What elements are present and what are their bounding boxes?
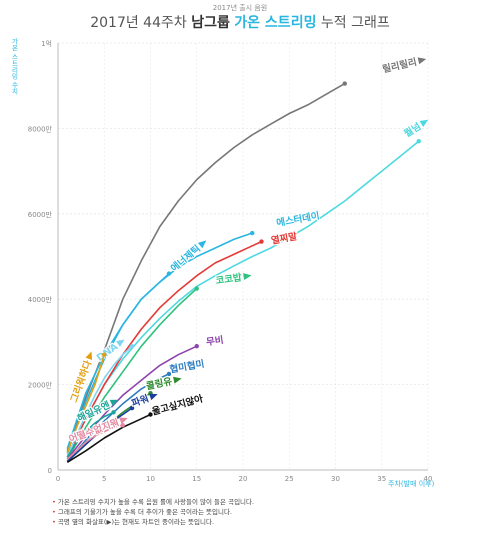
series-line	[66, 373, 170, 463]
x-tick-label: 0	[56, 475, 60, 483]
series-end-point	[102, 352, 107, 357]
chart-arrow-icon	[419, 119, 429, 127]
y-tick-label: 4000만	[28, 295, 53, 304]
series-label: 뭘넘	[402, 120, 423, 139]
chart-arrow-icon	[148, 393, 158, 401]
y-tick-label: 1억	[41, 40, 52, 48]
series-label: 콜링유	[145, 375, 173, 392]
series-end-point	[194, 343, 199, 349]
chart-arrow-icon	[243, 273, 252, 281]
series-label: 울고싶지않아	[151, 393, 205, 418]
chart-arrow-icon	[197, 240, 207, 249]
title-bold: 남그룹	[191, 15, 230, 31]
x-tick-label: 25	[285, 475, 294, 483]
series-line	[66, 82, 346, 452]
series-end-point	[129, 405, 135, 411]
chart-title: 2017년 44주차 남그룹 가온 스트리밍 누적 그래프	[0, 12, 480, 32]
chart-arrow-icon	[109, 399, 119, 407]
series-end-point	[416, 139, 421, 144]
y-tick-label: 0	[48, 467, 52, 475]
series-label: 에스터데이	[275, 210, 320, 229]
chart-arrow-icon	[173, 376, 182, 384]
series-label: DNA	[95, 341, 121, 364]
series-end-point	[166, 271, 172, 276]
series-line	[66, 240, 262, 458]
note-3: • 곡명 옆의 화살표(▶)는 현재도 차트인 중이라는 뜻입니다.	[52, 518, 215, 526]
series-line	[66, 413, 151, 463]
note-1: • 가온 스트리밍 수치가 높을 수록 음원 롤에 사랑들이 많이 들은 곡입니…	[52, 498, 255, 506]
series-line	[66, 345, 133, 458]
series-label: 에너제틱	[168, 243, 203, 275]
x-tick-label: 10	[146, 475, 155, 483]
series-label: 무비	[205, 334, 224, 348]
series-end-point	[148, 412, 153, 417]
series-end-point	[129, 343, 135, 349]
series-line	[66, 424, 123, 460]
series-end-point	[166, 371, 172, 377]
series-end-point	[111, 410, 116, 415]
chart-arrow-icon	[116, 339, 125, 347]
series-end-point	[120, 422, 125, 428]
x-tick-label: 35	[377, 475, 386, 483]
series-label: 열찌말	[270, 230, 298, 246]
series-label: 코코밥	[215, 271, 243, 287]
title-rest: 누적 그래프	[316, 15, 390, 31]
series-line	[66, 287, 198, 460]
series-end-point	[194, 286, 199, 291]
series-line	[66, 140, 420, 456]
y-tick-label: 2000만	[28, 381, 53, 390]
series-line	[66, 273, 170, 454]
x-tick-label: 40	[424, 475, 433, 483]
series-end-point	[250, 230, 255, 236]
x-axis-label: 주차(발매 이후)	[388, 480, 435, 488]
chart-arrow-icon	[119, 417, 128, 425]
note-2: • 그래프의 기울기가 높을 수록 더 추이가 좋은 곡이라는 뜻입니다.	[52, 508, 232, 516]
x-tick-label: 30	[331, 475, 340, 483]
x-tick-label: 20	[239, 475, 248, 483]
title-plain: 2017년 44주차	[90, 15, 192, 31]
series-line	[66, 354, 106, 454]
y-tick-label: 6000만	[28, 210, 53, 219]
series-line	[66, 411, 114, 458]
chart-arrow-icon	[417, 57, 427, 65]
series-end-point	[259, 239, 264, 244]
chart-notes: • 가온 스트리밍 수치가 높을 수록 음원 롤에 사랑들이 많이 들은 곡입니…	[52, 497, 254, 527]
x-tick-label: 5	[102, 475, 106, 483]
series-label: 협미협미	[169, 358, 206, 376]
series-line	[66, 407, 133, 463]
chart-subtitle: 2017년 출시 음원	[212, 4, 268, 12]
series-line	[66, 345, 198, 460]
series-label: 릴리릴리	[381, 56, 418, 76]
title-accent: 가온 스트리밍	[234, 15, 317, 31]
chart-arrow-icon	[85, 351, 93, 361]
y-axis-label: 가온 스트리밍 수치	[10, 38, 18, 95]
y-tick-label: 8000만	[28, 124, 53, 133]
x-tick-label: 15	[192, 475, 201, 483]
series-end-point	[342, 81, 347, 86]
